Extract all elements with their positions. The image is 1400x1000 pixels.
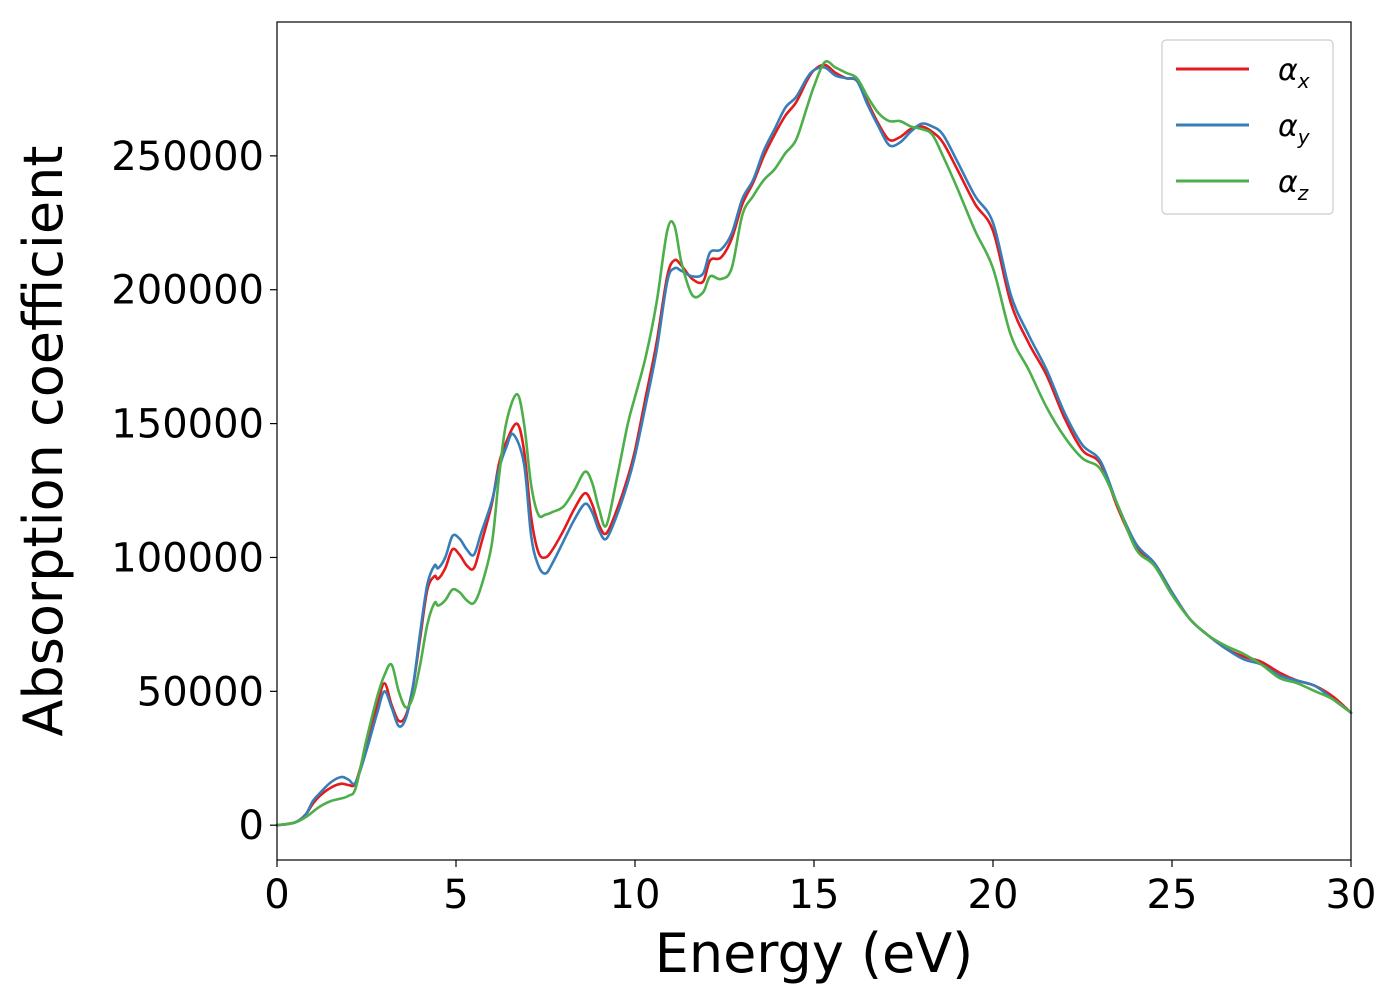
series-line-z bbox=[275, 60, 1353, 827]
y-tick-label: 250000 bbox=[111, 134, 264, 180]
tick-layer: 0 5 10 15 20 25 30 0 50000 100000 150000 200000 2500… bbox=[111, 134, 1376, 918]
plot-frame bbox=[276, 21, 1352, 861]
y-axis-title: Absorption coefficient bbox=[12, 146, 75, 737]
x-tick-label: 30 bbox=[1326, 872, 1377, 918]
y-tick-label: 150000 bbox=[111, 402, 264, 448]
legend-box bbox=[1161, 39, 1334, 215]
series-line-y bbox=[275, 65, 1353, 827]
x-axis-title: Energy (eV) bbox=[655, 922, 974, 985]
x-tick-label: 0 bbox=[264, 872, 289, 918]
y-tick-label: 100000 bbox=[111, 535, 264, 581]
y-tick-label: 0 bbox=[239, 803, 264, 849]
y-tick-label: 50000 bbox=[137, 669, 264, 715]
series-layer bbox=[275, 60, 1353, 827]
x-tick-label: 25 bbox=[1147, 872, 1198, 918]
x-tick-label: 15 bbox=[789, 872, 840, 918]
x-tick-label: 20 bbox=[968, 872, 1019, 918]
x-tick-label: 5 bbox=[443, 872, 468, 918]
y-tick-label: 200000 bbox=[111, 268, 264, 314]
x-tick-label: 10 bbox=[610, 872, 661, 918]
